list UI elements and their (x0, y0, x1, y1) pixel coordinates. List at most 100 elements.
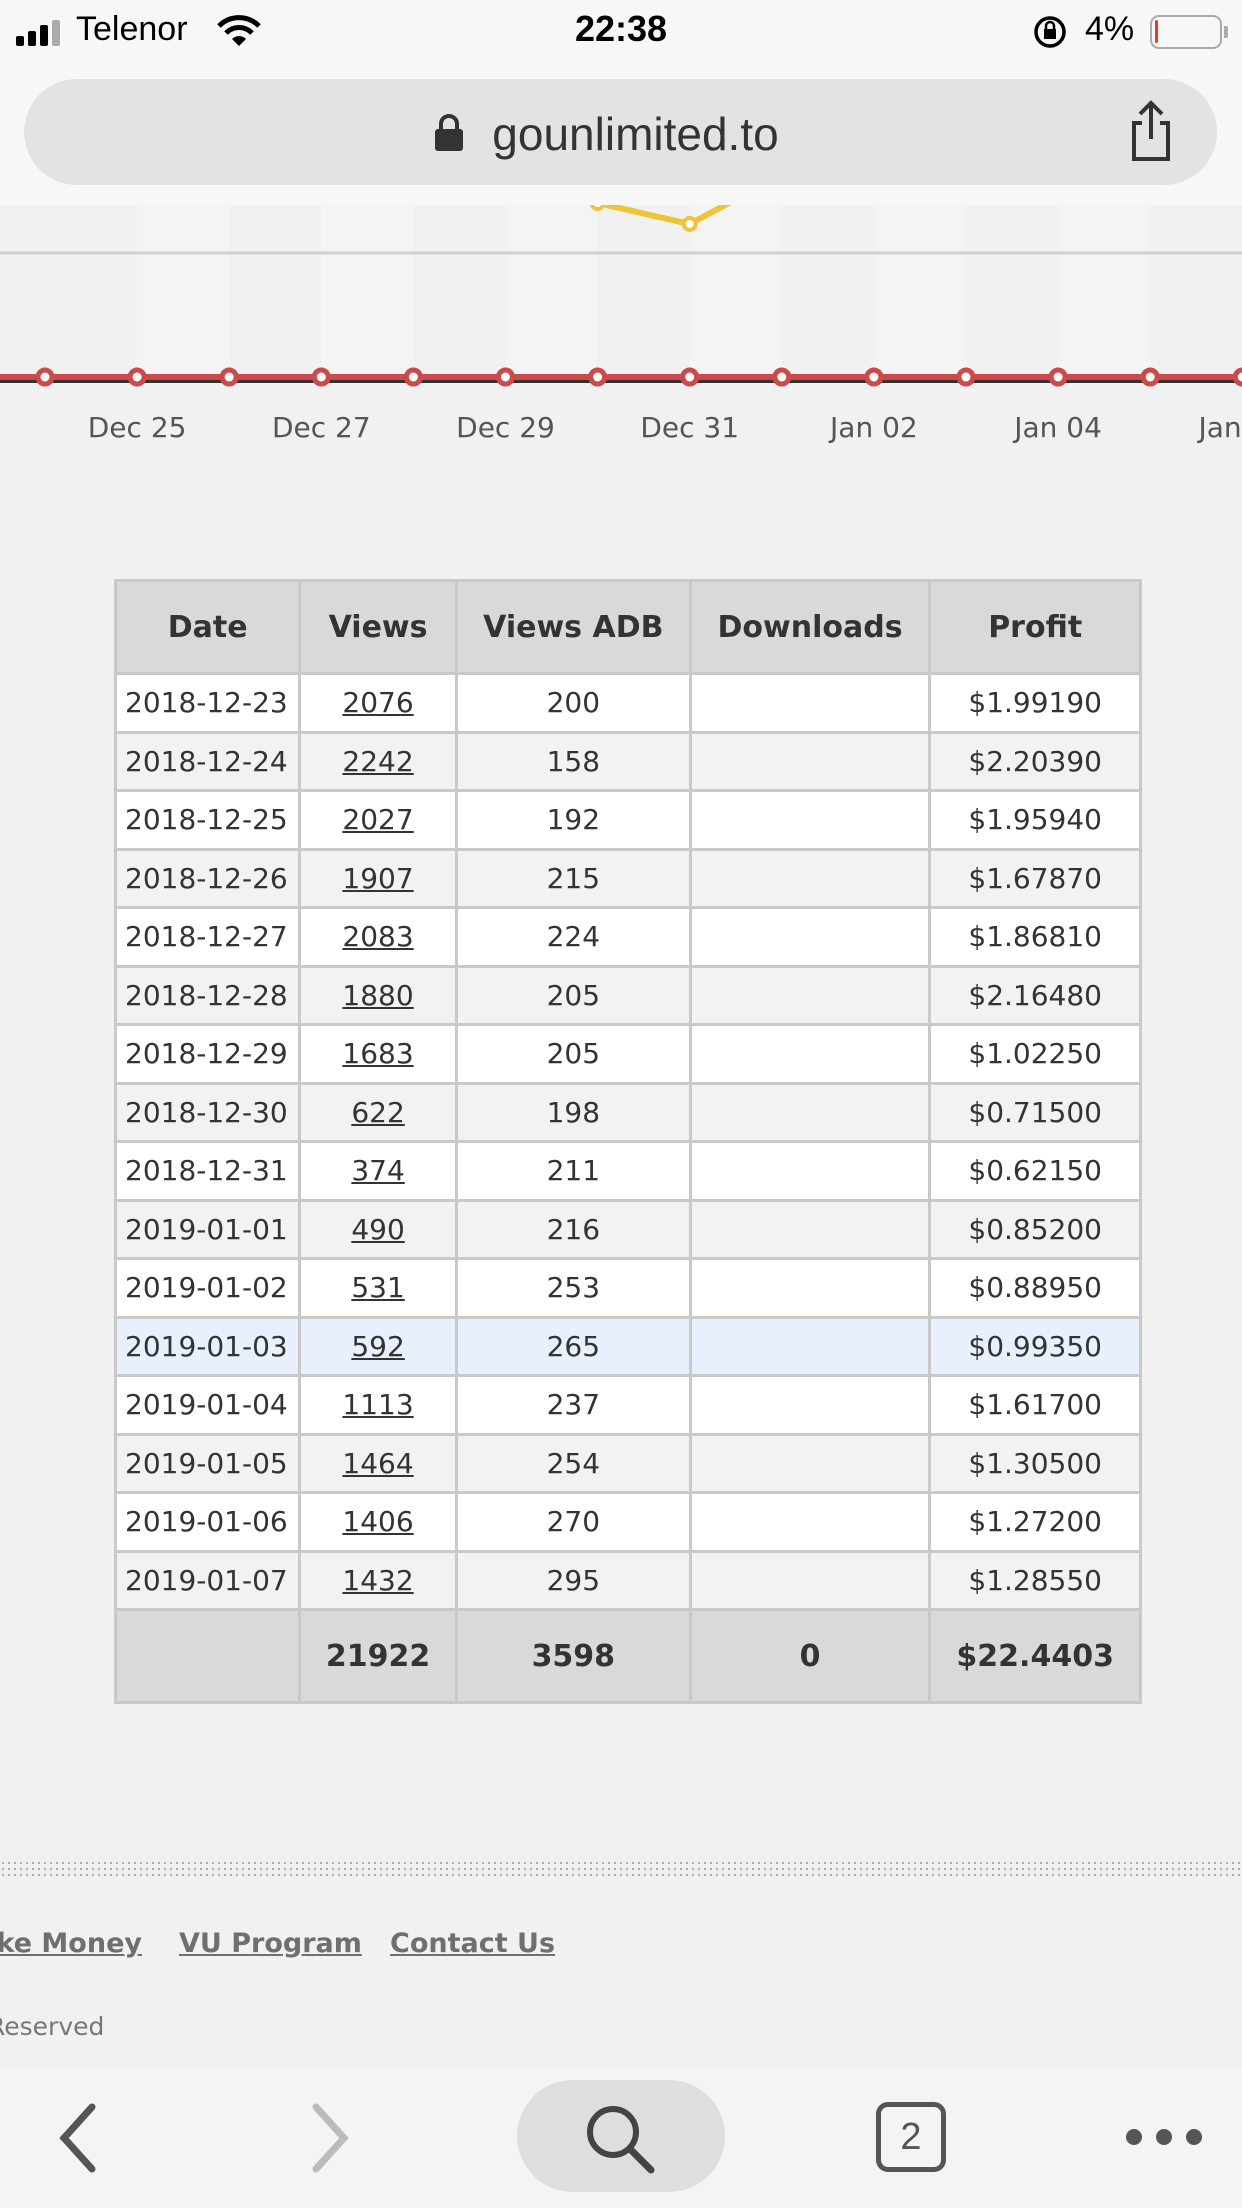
views-adb-cell: 211 (454, 1140, 692, 1202)
views-adb-cell: 215 (454, 847, 692, 909)
date-cell: 2019-01-06 (113, 1491, 302, 1553)
data-point-dec-29 (496, 367, 515, 387)
views-link[interactable]: 1113 (298, 1374, 458, 1436)
column-header: Views ADB (454, 579, 692, 675)
downloads-cell (688, 1491, 932, 1553)
date-cell: 2019-01-04 (113, 1374, 302, 1436)
table-row: 2018-12-23 2076 200 $1.99190 (113, 672, 1142, 734)
downloads-cell (688, 1198, 932, 1260)
views-adb-cell: 253 (454, 1257, 692, 1319)
battery-percent: 4% (1085, 10, 1135, 48)
data-point-dec-26 (219, 367, 239, 387)
views-link[interactable]: 374 (298, 1140, 458, 1202)
downloads-cell (688, 672, 932, 734)
data-point-dec-25 (127, 367, 147, 387)
views-adb-cell: 205 (454, 1023, 692, 1085)
table-row: 2019-01-04 1113 237 $1.61700 (113, 1374, 1142, 1436)
date-cell: 2018-12-27 (113, 906, 302, 968)
profit-cell: $1.99190 (928, 672, 1142, 734)
more-icon[interactable] (1124, 2125, 1204, 2149)
data-point-yellow (681, 216, 698, 232)
data-point-jan-03 (956, 367, 976, 387)
search-button[interactable] (517, 2080, 725, 2192)
views-link[interactable]: 1907 (298, 847, 458, 909)
grid-band (689, 205, 782, 380)
views-link[interactable]: 2242 (298, 730, 458, 792)
views-adb-cell: 216 (454, 1198, 692, 1260)
views-link[interactable]: 1432 (298, 1549, 458, 1611)
x-tick-label: Dec 29 (456, 411, 555, 444)
date-cell: 2018-12-24 (113, 730, 302, 792)
browser-toolbar: 2 (0, 2070, 1242, 2208)
views-link[interactable]: 622 (298, 1081, 458, 1143)
grid-band (505, 205, 598, 380)
data-point-dec-24 (35, 367, 55, 387)
footer-link-make-money[interactable]: Make Money (0, 1928, 142, 1959)
table-row: 2019-01-03 592 265 $0.99350 (113, 1315, 1142, 1377)
footer-link-contact-us[interactable]: Contact Us (390, 1928, 556, 1959)
views-adb-cell: 205 (454, 964, 692, 1026)
share-icon[interactable] (1128, 99, 1174, 163)
views-adb-cell: 158 (454, 730, 692, 792)
table-row: 2018-12-26 1907 215 $1.67870 (113, 847, 1142, 909)
views-adb-cell: 265 (454, 1315, 692, 1377)
column-header: Date (113, 579, 302, 675)
views-link[interactable]: 592 (298, 1315, 458, 1377)
table-row: 2018-12-25 2027 192 $1.95940 (113, 789, 1142, 851)
downloads-cell (688, 1023, 932, 1085)
lock-icon (435, 114, 463, 151)
downloads-cell (688, 789, 932, 851)
profit-cell: $1.30500 (928, 1432, 1142, 1494)
views-adb-cell: 200 (454, 672, 692, 734)
downloads-cell (688, 1315, 932, 1377)
date-cell: 2019-01-07 (113, 1549, 302, 1611)
table-row: 2019-01-02 531 253 $0.88950 (113, 1257, 1142, 1319)
views-link[interactable]: 1406 (298, 1491, 458, 1553)
clock: 22:38 (574, 8, 668, 49)
table-header-row: Date Views Views ADB Downloads Profit (113, 579, 1142, 675)
views-link[interactable]: 1683 (298, 1023, 458, 1085)
wifi-icon (217, 15, 261, 46)
table-row: 2019-01-05 1464 254 $1.30500 (113, 1432, 1142, 1494)
profit-cell: $0.71500 (928, 1081, 1142, 1143)
table-row: 2018-12-30 622 198 $0.71500 (113, 1081, 1142, 1143)
url-text: gounlimited.to (492, 108, 779, 160)
profit-cell: $0.85200 (928, 1198, 1142, 1260)
views-link[interactable]: 2027 (298, 789, 458, 851)
views-link[interactable]: 2083 (298, 906, 458, 968)
views-link[interactable]: 1464 (298, 1432, 458, 1494)
address-bar[interactable]: gounlimited.to (24, 79, 1217, 185)
date-cell: 2018-12-25 (113, 789, 302, 851)
orientation-lock-icon (1034, 16, 1066, 48)
total-cell: 0 (688, 1608, 932, 1704)
data-point-jan-06 (1232, 367, 1242, 387)
downloads-cell (688, 1257, 932, 1319)
total-cell: 21922 (298, 1608, 458, 1704)
downloads-cell (688, 906, 932, 968)
downloads-cell (688, 730, 932, 792)
date-cell: 2019-01-01 (113, 1198, 302, 1260)
column-header: Views (298, 579, 458, 675)
back-icon[interactable] (58, 2103, 98, 2173)
downloads-cell (688, 964, 932, 1026)
total-cell: 3598 (454, 1608, 692, 1704)
forward-icon[interactable] (310, 2103, 350, 2173)
views-adb-cell: 192 (454, 789, 692, 851)
profit-cell: $2.20390 (928, 730, 1142, 792)
views-link[interactable]: 531 (298, 1257, 458, 1319)
views-adb-cell: 270 (454, 1491, 692, 1553)
views-link[interactable]: 1880 (298, 964, 458, 1026)
data-point-dec-27 (311, 367, 331, 387)
downloads-cell (688, 847, 932, 909)
signal-icon (16, 20, 60, 46)
table-row: 2018-12-27 2083 224 $1.86810 (113, 906, 1142, 968)
downloads-cell (688, 1432, 932, 1494)
table-row: 2018-12-28 1880 205 $2.16480 (113, 964, 1142, 1026)
table-totals-row: 21922 3598 0 $22.4403 (113, 1608, 1142, 1704)
tabs-button[interactable]: 2 (876, 2102, 946, 2172)
downloads-cell (688, 1081, 932, 1143)
footer-link-vu-program[interactable]: VU Program (179, 1928, 362, 1959)
views-link[interactable]: 2076 (298, 672, 458, 734)
views-adb-cell: 198 (454, 1081, 692, 1143)
views-link[interactable]: 490 (298, 1198, 458, 1260)
